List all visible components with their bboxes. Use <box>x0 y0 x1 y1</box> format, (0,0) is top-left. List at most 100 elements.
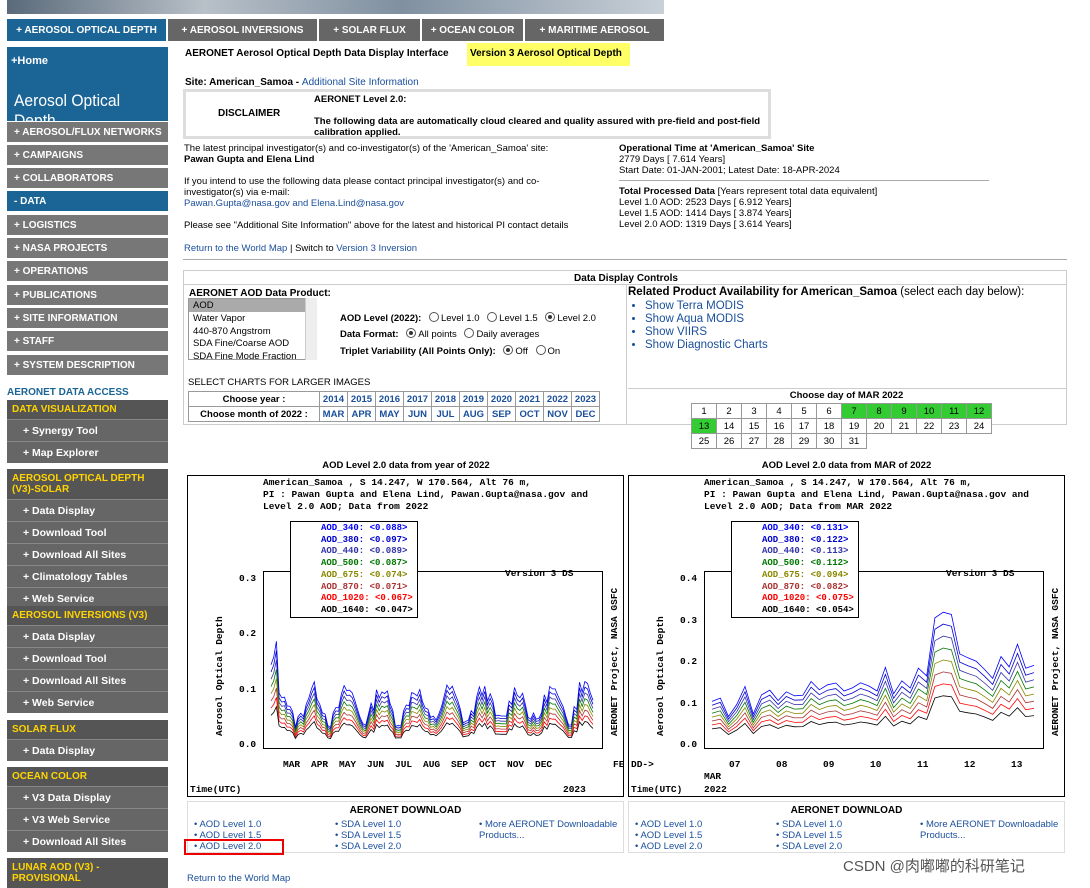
aod-plot-month[interactable]: American_Samoa , S 14.247, W 170.564, Al… <box>628 475 1065 797</box>
day-4[interactable]: 4 <box>766 403 792 419</box>
product-option-water-vapor[interactable]: Water Vapor <box>193 312 246 324</box>
sidebar-link-climatology-tables[interactable]: + Climatology Tables <box>7 565 168 587</box>
terra-modis-link[interactable]: Show Terra MODIS <box>645 300 768 313</box>
sda-level-2-0-link[interactable]: SDA Level 2.0 <box>781 841 843 852</box>
day-5[interactable]: 5 <box>791 403 817 419</box>
day-11[interactable]: 11 <box>941 403 967 419</box>
month-nov[interactable]: NOV <box>543 406 572 422</box>
topnav-maritime-aerosol[interactable]: + MARITIME AEROSOL <box>525 19 664 41</box>
aod-plot-year[interactable]: American_Samoa , S 14.247, W 170.564, Al… <box>187 475 624 797</box>
sidebar-item-site-information[interactable]: + SITE INFORMATION <box>7 307 168 328</box>
sda-level-1-0-link[interactable]: SDA Level 1.0 <box>781 819 843 830</box>
daily-averages-radio[interactable] <box>464 328 475 338</box>
more-products-link[interactable]: • More AERONET Downloadable Products... <box>920 819 1059 841</box>
sidebar-item-data[interactable]: - DATA <box>7 190 168 211</box>
sidebar-link-download-all-sites[interactable]: + Download All Sites <box>7 669 168 691</box>
day-2[interactable]: 2 <box>716 403 742 419</box>
day-19[interactable]: 19 <box>841 418 867 434</box>
month-sep[interactable]: SEP <box>487 406 516 422</box>
sda-level-1-0-link[interactable]: SDA Level 1.0 <box>340 819 402 830</box>
more-products-text[interactable]: More AERONET Downloadable Products... <box>920 819 1059 841</box>
sda-level-1-5-link[interactable]: SDA Level 1.5 <box>781 830 843 841</box>
viirs-link[interactable]: Show VIIRS <box>645 326 768 339</box>
day-9[interactable]: 9 <box>891 403 917 419</box>
month-dec[interactable]: DEC <box>571 406 600 422</box>
year-2021[interactable]: 2021 <box>515 391 544 407</box>
day-13[interactable]: 13 <box>691 418 717 434</box>
topnav-solar-flux[interactable]: + SOLAR FLUX <box>319 19 422 41</box>
sidebar-item-aerosol-flux-networks[interactable]: + AEROSOL/FLUX NETWORKS <box>7 121 168 142</box>
year-2019[interactable]: 2019 <box>459 391 488 407</box>
day-17[interactable]: 17 <box>791 418 817 434</box>
day-3[interactable]: 3 <box>741 403 767 419</box>
month-apr[interactable]: APR <box>347 406 376 422</box>
more-products-text[interactable]: More AERONET Downloadable Products... <box>479 819 618 841</box>
sidebar-link-download-all-sites[interactable]: + Download All Sites <box>7 830 168 852</box>
topnav-aerosol-optical-depth[interactable]: + AEROSOL OPTICAL DEPTH <box>7 19 168 41</box>
day-27[interactable]: 27 <box>741 433 767 449</box>
day-22[interactable]: 22 <box>916 418 942 434</box>
year-2023[interactable]: 2023 <box>571 391 600 407</box>
section-title[interactable]: LUNAR AOD (V3) - PROVISIONAL <box>7 858 168 888</box>
product-option-sda-fine-coarse[interactable]: SDA Fine/Coarse AOD <box>193 338 290 350</box>
product-option-aod[interactable]: AOD <box>189 299 316 312</box>
sidebar-link-synergy-tool[interactable]: + Synergy Tool <box>7 419 168 441</box>
day-23[interactable]: 23 <box>941 418 967 434</box>
more-products-link[interactable]: • More AERONET Downloadable Products... <box>479 819 618 841</box>
month-jun[interactable]: JUN <box>403 406 432 422</box>
sidebar-link-download-all-sites[interactable]: + Download All Sites <box>7 543 168 565</box>
home-link[interactable]: +Home <box>11 55 48 67</box>
year-2020[interactable]: 2020 <box>487 391 516 407</box>
level-1-5-radio[interactable] <box>487 312 498 322</box>
month-jul[interactable]: JUL <box>431 406 460 422</box>
day-28[interactable]: 28 <box>766 433 792 449</box>
year-2016[interactable]: 2016 <box>375 391 404 407</box>
sidebar-link-download-tool[interactable]: + Download Tool <box>7 521 168 543</box>
product-option-angstrom[interactable]: 440-870 Angstrom <box>193 325 271 337</box>
aod-level-1-0-link[interactable]: AOD Level 1.0 <box>199 819 262 830</box>
all-points-radio[interactable] <box>406 328 417 338</box>
month-may[interactable]: MAY <box>375 406 404 422</box>
day-1[interactable]: 1 <box>691 403 717 419</box>
topnav-aerosol-inversions[interactable]: + AEROSOL INVERSIONS <box>168 19 319 41</box>
sidebar-link-web-service[interactable]: + Web Service <box>7 691 168 713</box>
day-29[interactable]: 29 <box>791 433 817 449</box>
day-26[interactable]: 26 <box>716 433 742 449</box>
sidebar-link-map-explorer[interactable]: + Map Explorer <box>7 441 168 463</box>
month-oct[interactable]: OCT <box>515 406 544 422</box>
year-2017[interactable]: 2017 <box>403 391 432 407</box>
day-30[interactable]: 30 <box>816 433 842 449</box>
month-aug[interactable]: AUG <box>459 406 488 422</box>
day-6[interactable]: 6 <box>816 403 842 419</box>
day-21[interactable]: 21 <box>891 418 917 434</box>
triplet-on-radio[interactable] <box>535 345 546 355</box>
day-7[interactable]: 7 <box>841 403 867 419</box>
topnav-ocean-color[interactable]: + OCEAN COLOR <box>422 19 525 41</box>
sda-level-1-5-link[interactable]: SDA Level 1.5 <box>340 830 402 841</box>
return-world-map-link[interactable]: Return to the World Map <box>184 243 288 254</box>
product-select-list[interactable]: AOD Water Vapor 440-870 Angstrom SDA Fin… <box>188 298 317 360</box>
aod-level-1-0-link[interactable]: AOD Level 1.0 <box>640 819 703 830</box>
day-20[interactable]: 20 <box>866 418 892 434</box>
year-2018[interactable]: 2018 <box>431 391 460 407</box>
diagnostic-charts-link[interactable]: Show Diagnostic Charts <box>645 339 768 352</box>
sidebar-link-data-display[interactable]: + Data Display <box>7 625 168 647</box>
year-2022[interactable]: 2022 <box>543 391 572 407</box>
level-2-0-radio[interactable] <box>545 312 556 322</box>
day-15[interactable]: 15 <box>741 418 767 434</box>
product-list-scrollbar[interactable] <box>305 298 317 360</box>
pi-emails-link[interactable]: Pawan.Gupta@nasa.gov and Elena.Lind@nasa… <box>184 198 404 209</box>
footer-return-world-map-link[interactable]: Return to the World Map <box>187 873 291 884</box>
aqua-modis-link[interactable]: Show Aqua MODIS <box>645 313 768 326</box>
sidebar-item-operations[interactable]: + OPERATIONS <box>7 260 168 281</box>
sidebar-link-v3-data-display[interactable]: + V3 Data Display <box>7 786 168 808</box>
sidebar-item-logistics[interactable]: + LOGISTICS <box>7 214 168 235</box>
day-12[interactable]: 12 <box>966 403 992 419</box>
day-18[interactable]: 18 <box>816 418 842 434</box>
day-31[interactable]: 31 <box>841 433 867 449</box>
day-25[interactable]: 25 <box>691 433 717 449</box>
day-16[interactable]: 16 <box>766 418 792 434</box>
sidebar-item-staff[interactable]: + STAFF <box>7 330 168 351</box>
additional-site-info-link[interactable]: Additional Site Information <box>301 77 419 88</box>
sidebar-item-campaigns[interactable]: + CAMPAIGNS <box>7 144 168 165</box>
